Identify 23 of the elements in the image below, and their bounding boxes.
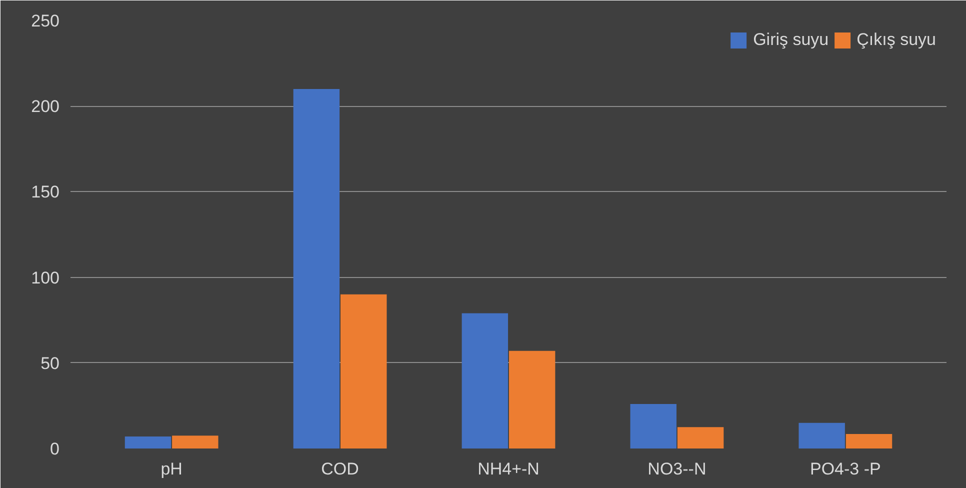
bar [798, 422, 845, 448]
bar [508, 350, 556, 448]
bar [124, 436, 172, 448]
bar [293, 88, 340, 448]
x-tick-label: COD [321, 460, 359, 478]
y-tick-label: 250 [31, 12, 60, 30]
x-tick-label: NO3--N [648, 460, 706, 478]
legend-label: Çıkış suyu [856, 30, 936, 50]
y-tick-label: 200 [31, 97, 60, 116]
x-tick-label: PO4-3 -P [810, 460, 881, 478]
x-tick-label: NH4+-N [478, 460, 540, 478]
bar [846, 434, 892, 448]
y-tick-label: 150 [31, 182, 60, 202]
y-tick-label: 50 [40, 354, 60, 373]
y-tick-label: 0 [50, 440, 60, 458]
y-tick-label: 100 [31, 268, 60, 288]
bar [172, 436, 218, 448]
legend-label: Giriş suyu [753, 30, 829, 50]
bar [340, 294, 387, 448]
bar [677, 427, 724, 448]
bar [630, 404, 676, 448]
bar [462, 313, 508, 448]
x-tick-label: pH [160, 460, 182, 478]
